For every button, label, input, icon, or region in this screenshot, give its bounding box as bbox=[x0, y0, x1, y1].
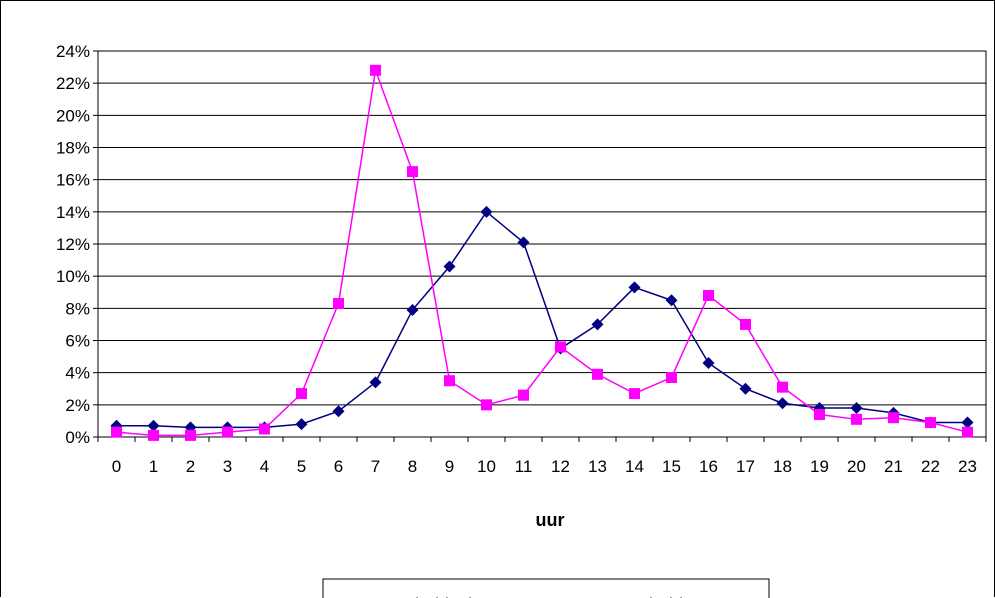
data-point-arbeidsweg bbox=[925, 417, 936, 429]
data-point-arbeidsplaats bbox=[295, 418, 308, 431]
data-point-arbeidsweg bbox=[592, 368, 603, 380]
y-tick-label: 0% bbox=[65, 428, 90, 447]
legend: arbeidsplaats arbeidsweg bbox=[322, 578, 770, 598]
y-tick-label: 18% bbox=[56, 139, 90, 158]
series-line-arbeidsplaats bbox=[116, 210, 968, 429]
x-tick-label: 14 bbox=[625, 457, 644, 476]
data-point-arbeidsplaats bbox=[406, 303, 419, 316]
x-tick-label: 8 bbox=[408, 457, 417, 476]
data-point-arbeidsplaats bbox=[480, 205, 493, 218]
data-point-arbeidsweg bbox=[148, 429, 159, 441]
x-tick-label: 7 bbox=[371, 457, 380, 476]
series-line-arbeidsweg bbox=[116, 67, 968, 437]
data-point-arbeidsweg bbox=[555, 341, 566, 353]
data-point-arbeidsweg bbox=[740, 318, 751, 330]
series-arbeidsweg bbox=[111, 64, 973, 441]
y-tick-label: 2% bbox=[65, 396, 90, 415]
data-point-arbeidsweg bbox=[185, 429, 196, 441]
data-point-arbeidsweg bbox=[444, 375, 455, 387]
data-point-arbeidsplaats bbox=[517, 236, 530, 249]
y-tick-label: 4% bbox=[65, 364, 90, 383]
y-tick-label: 20% bbox=[56, 106, 90, 125]
data-point-arbeidsweg bbox=[962, 426, 973, 438]
data-point-arbeidsplaats bbox=[702, 357, 715, 370]
x-tick-label: 22 bbox=[921, 457, 940, 476]
data-point-arbeidsweg bbox=[481, 399, 492, 411]
data-point-arbeidsweg bbox=[222, 426, 233, 438]
data-point-arbeidsweg bbox=[851, 413, 862, 425]
x-tick-label: 0 bbox=[112, 457, 121, 476]
data-point-arbeidsplaats bbox=[850, 402, 863, 415]
x-tick-label: 15 bbox=[662, 457, 681, 476]
data-point-arbeidsplaats bbox=[628, 281, 641, 294]
y-tick-label: 10% bbox=[56, 267, 90, 286]
data-point-arbeidsweg bbox=[629, 388, 640, 400]
data-point-arbeidsplaats bbox=[591, 318, 604, 331]
x-axis-title: uur bbox=[536, 510, 565, 530]
x-tick-label: 6 bbox=[334, 457, 343, 476]
y-tick-label: 12% bbox=[56, 235, 90, 254]
x-tick-label: 10 bbox=[477, 457, 496, 476]
data-point-arbeidsplaats bbox=[739, 382, 752, 395]
y-tick-label: 24% bbox=[56, 42, 90, 61]
x-tick-label: 9 bbox=[445, 457, 454, 476]
x-tick-label: 17 bbox=[736, 457, 755, 476]
data-point-arbeidsweg bbox=[777, 381, 788, 393]
y-tick-label: 6% bbox=[65, 332, 90, 351]
x-tick-label: 16 bbox=[699, 457, 718, 476]
data-point-arbeidsweg bbox=[407, 166, 418, 178]
data-point-arbeidsweg bbox=[111, 426, 122, 438]
x-tick-label: 2 bbox=[186, 457, 195, 476]
data-point-arbeidsweg bbox=[888, 412, 899, 424]
data-point-arbeidsweg bbox=[370, 64, 381, 76]
x-tick-label: 12 bbox=[551, 457, 570, 476]
x-tick-label: 1 bbox=[149, 457, 158, 476]
x-tick-label: 4 bbox=[260, 457, 269, 476]
x-tick-label: 21 bbox=[884, 457, 903, 476]
x-tick-label: 5 bbox=[297, 457, 306, 476]
data-point-arbeidsplaats bbox=[665, 294, 678, 307]
series-layer bbox=[110, 64, 974, 441]
y-tick-label: 8% bbox=[65, 299, 90, 318]
x-tick-label: 3 bbox=[223, 457, 232, 476]
data-point-arbeidsplaats bbox=[961, 416, 974, 429]
y-tick-label: 22% bbox=[56, 74, 90, 93]
x-tick-label: 11 bbox=[515, 457, 533, 476]
data-point-arbeidsplaats bbox=[369, 376, 382, 389]
data-point-arbeidsplaats bbox=[776, 397, 789, 410]
x-tick-label: 23 bbox=[958, 457, 977, 476]
x-tick-label: 19 bbox=[810, 457, 829, 476]
x-tick-label: 20 bbox=[847, 457, 866, 476]
data-point-arbeidsweg bbox=[518, 389, 529, 401]
x-tick-label: 18 bbox=[773, 457, 792, 476]
data-point-arbeidsweg bbox=[296, 388, 307, 400]
data-point-arbeidsweg bbox=[703, 289, 714, 301]
y-tick-label: 14% bbox=[56, 203, 90, 222]
data-point-arbeidsweg bbox=[333, 298, 344, 310]
x-axis: 0 1 2 3 4 5 6 7 8 9 10 11 12 13 14 15 16 17 18 19 20 21 22 23 bbox=[97, 437, 987, 476]
data-point-arbeidsplaats bbox=[443, 260, 456, 273]
y-axis: 0% 2% 4% 6% 8% 10% 12% 14% 16% 18% 20% 22% 24% bbox=[56, 42, 98, 447]
data-point-arbeidsplaats bbox=[332, 405, 345, 418]
data-point-arbeidsweg bbox=[259, 423, 270, 435]
data-point-arbeidsplaats bbox=[147, 419, 160, 432]
data-point-arbeidsweg bbox=[814, 408, 825, 420]
gridlines bbox=[98, 50, 986, 406]
y-tick-label: 16% bbox=[56, 171, 90, 190]
data-point-arbeidsweg bbox=[666, 371, 677, 383]
x-tick-label: 13 bbox=[588, 457, 607, 476]
legend-box bbox=[322, 578, 770, 598]
